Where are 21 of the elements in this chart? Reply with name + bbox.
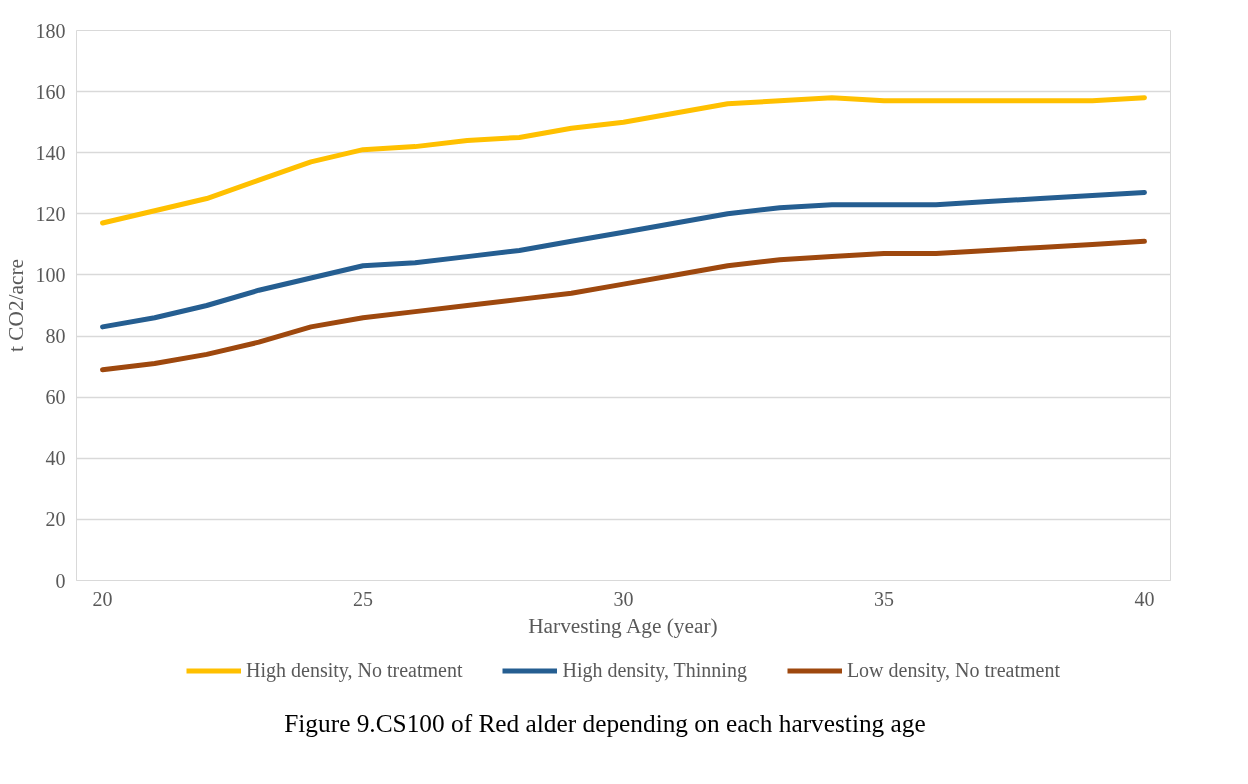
legend-label: High density, No treatment	[246, 658, 463, 682]
x-axis-title: Harvesting Age (year)	[528, 613, 718, 638]
x-tick-label: 25	[353, 587, 374, 610]
x-tick-label: 20	[92, 587, 113, 610]
y-tick-label: 160	[35, 80, 66, 103]
legend-label: High density, Thinning	[562, 658, 747, 682]
y-tick-label: 180	[35, 19, 66, 42]
y-tick-label: 20	[45, 508, 66, 531]
y-axis-title: t CO2/acre	[3, 259, 28, 352]
y-tick-label: 80	[45, 325, 66, 348]
y-tick-label: 140	[35, 141, 66, 164]
y-tick-label: 60	[45, 386, 66, 409]
y-tick-label: 0	[55, 569, 66, 592]
text: Figure 9.CS100 of Red alder depending on each harvesting age	[284, 708, 926, 739]
x-tick-label: 30	[613, 587, 634, 610]
legend-label: Low density, No treatment	[846, 658, 1060, 682]
y-tick-label: 40	[45, 447, 66, 470]
y-tick-label: 120	[35, 202, 66, 225]
x-tick-label: 35	[873, 587, 894, 610]
y-tick-label: 100	[35, 263, 66, 286]
x-tick-label: 40	[1134, 587, 1155, 610]
